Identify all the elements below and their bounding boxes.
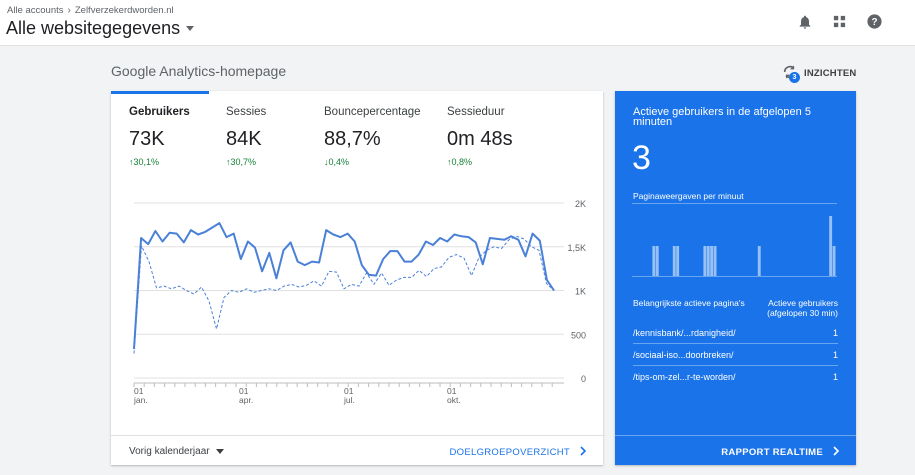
list-item[interactable]: /kennisbank/...rdanigheid/ 1 — [633, 328, 838, 350]
page-active-count: 1 — [832, 328, 838, 338]
page-path: /sociaal-iso...doorbreken/ — [633, 350, 734, 360]
page-active-count: 1 — [832, 350, 838, 360]
active-users-header: Actieve gebruikers (afgelopen 30 min) — [767, 298, 838, 318]
insights-label: INZICHTEN — [804, 67, 857, 79]
series-line-previous — [133, 235, 555, 354]
page-path: /tips-om-zel...r-te-worden/ — [633, 372, 736, 382]
help-icon[interactable]: ? — [866, 13, 883, 30]
page-title: Google Analytics-homepage — [111, 63, 287, 79]
insights-icon: 3 — [782, 64, 800, 83]
date-range-dropdown[interactable]: Vorig kalenderjaar — [129, 446, 224, 457]
y-tick-label: 1,5K — [567, 243, 586, 253]
pageview-bar — [703, 246, 707, 276]
arrow-up-icon: ↑ — [447, 157, 452, 167]
pageview-bar — [829, 216, 833, 276]
x-tick-day: 01 — [447, 386, 457, 396]
row-divider — [633, 365, 838, 366]
audience-overview-label: DOELGROEPOVERZICHT — [449, 447, 570, 458]
x-tick-day: 01 — [344, 386, 354, 396]
metric-change: ↑0,8% — [447, 157, 473, 167]
view-title: Alle websitegegevens — [6, 18, 181, 38]
x-tick-month: jan. — [133, 395, 148, 405]
pageview-bar — [672, 246, 676, 276]
series-line-current — [133, 222, 555, 350]
metric-label: Sessies — [226, 106, 267, 118]
pageview-bar — [655, 246, 659, 276]
pageview-bar — [706, 246, 710, 276]
insights-button[interactable]: 3 INZICHTEN — [782, 64, 857, 83]
pageview-bar — [713, 246, 717, 276]
metric-value: 0m 48s — [447, 128, 513, 150]
view-selector[interactable]: Alle websitegegevens — [6, 18, 195, 39]
list-item[interactable]: /sociaal-iso...doorbreken/ 1 — [633, 350, 838, 372]
overview-card: Gebruikers 73K ↑30,1% Sessies 84K ↑30,7%… — [111, 91, 603, 465]
metric-tab-bounce-rate[interactable]: Bouncepercentage 88,7% ↓0,4% — [324, 106, 421, 167]
pageview-bar — [757, 246, 761, 276]
caret-down-icon — [215, 449, 224, 454]
metric-label: Sessieduur — [447, 106, 505, 118]
pageview-bar — [710, 246, 714, 276]
metric-tab-session-duration[interactable]: Sessieduur 0m 48s ↑0,8% — [447, 106, 513, 167]
metric-value: 88,7% — [324, 128, 381, 150]
pageview-bar — [676, 246, 680, 276]
realtime-active-count: 3 — [632, 139, 651, 177]
metric-change: ↑30,1% — [129, 157, 160, 167]
metric-change: ↑30,7% — [226, 157, 257, 167]
chevron-right-icon — [833, 446, 840, 459]
x-tick-day: 01 — [239, 386, 249, 396]
active-tab-indicator — [111, 91, 209, 94]
realtime-footer: RAPPORT REALTIME — [615, 435, 856, 466]
y-tick-label: 1K — [575, 287, 586, 297]
metric-change: ↓0,4% — [324, 157, 350, 167]
x-tick-month: jul. — [343, 395, 355, 405]
breadcrumb-account[interactable]: Zelfverzekerdworden.nl — [74, 5, 174, 16]
top-pages-header: Belangrijkste actieve pagina's — [633, 298, 745, 308]
caret-down-icon — [186, 26, 195, 31]
realtime-report-label: RAPPORT REALTIME — [721, 447, 823, 458]
insights-count-badge: 3 — [789, 72, 800, 83]
metric-label: Bouncepercentage — [324, 106, 421, 118]
x-tick-day: 01 — [134, 386, 144, 396]
realtime-title: Actieve gebruikers in de afgelopen 5 min… — [633, 106, 811, 128]
apps-grid-icon[interactable] — [832, 14, 847, 29]
pageviews-per-minute-label: Paginaweergaven per minuut — [633, 191, 744, 201]
arrow-down-icon: ↓ — [324, 157, 329, 167]
realtime-report-link[interactable]: RAPPORT REALTIME — [721, 446, 840, 459]
y-tick-label: 2K — [575, 199, 586, 209]
breadcrumb-all-accounts[interactable]: Alle accounts — [7, 5, 64, 16]
bell-icon[interactable] — [797, 14, 813, 30]
pageviews-bar-chart — [632, 203, 837, 277]
breadcrumb-separator-icon: › — [67, 5, 71, 16]
chevron-right-icon — [580, 446, 587, 459]
pageview-bar — [652, 246, 656, 276]
breadcrumb: Alle accounts › Zelfverzekerdworden.nl — [7, 5, 174, 16]
metric-label: Gebruikers — [129, 106, 190, 118]
page-active-count: 1 — [832, 372, 838, 382]
arrow-up-icon: ↑ — [129, 157, 134, 167]
x-tick-month: apr. — [239, 395, 253, 405]
top-bar: Alle accounts › Zelfverzekerdworden.nl A… — [0, 0, 915, 46]
card-footer: Vorig kalenderjaar DOELGROEPOVERZICHT — [111, 435, 603, 466]
list-item[interactable]: /tips-om-zel...r-te-worden/ 1 — [633, 372, 838, 394]
row-divider — [633, 343, 838, 344]
page-path: /kennisbank/...rdanigheid/ — [633, 328, 736, 338]
y-tick-label: 500 — [571, 330, 586, 340]
x-tick-month: okt. — [447, 395, 461, 405]
metric-value: 84K — [226, 128, 262, 150]
metric-tab-sessions[interactable]: Sessies 84K ↑30,7% — [226, 106, 266, 167]
realtime-card: Actieve gebruikers in de afgelopen 5 min… — [615, 91, 856, 465]
audience-overview-link[interactable]: DOELGROEPOVERZICHT — [450, 446, 587, 459]
y-tick-label: 0 — [581, 374, 586, 384]
arrow-up-icon: ↑ — [226, 157, 231, 167]
metric-tab-users[interactable]: Gebruikers 73K ↑30,1% — [129, 106, 190, 167]
metric-value: 73K — [129, 128, 165, 150]
pageview-bar — [832, 246, 836, 276]
svg-text:?: ? — [871, 17, 877, 28]
date-range-label: Vorig kalenderjaar — [129, 446, 210, 457]
